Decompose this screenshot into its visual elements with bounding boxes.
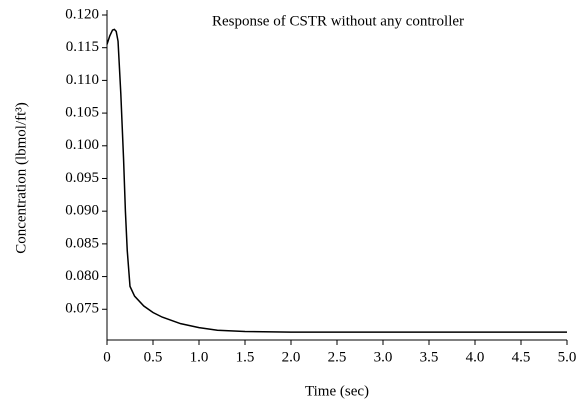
y-tick-label: 0.120 <box>65 6 99 22</box>
x-tick-label: 5.0 <box>558 349 577 365</box>
x-tick-label: 2.0 <box>282 349 301 365</box>
x-tick-label: 0.5 <box>144 349 163 365</box>
x-tick-label: 1.5 <box>236 349 255 365</box>
data-line <box>106 28 567 333</box>
y-tick-label: 0.100 <box>65 137 99 153</box>
x-tick-label: 3.5 <box>420 349 439 365</box>
y-tick-label: 0.110 <box>66 72 99 88</box>
x-tick-label: 4.5 <box>512 349 531 365</box>
y-tick-label: 0.085 <box>65 235 99 251</box>
x-axis-label: Time (sec) <box>305 383 369 399</box>
x-tick-label: 2.5 <box>328 349 347 365</box>
x-tick-label: 4.0 <box>466 349 485 365</box>
y-tick-label: 0.080 <box>65 268 99 284</box>
chart-title: Response of CSTR without any controller <box>212 13 464 29</box>
y-axis-label: Concentration (lbmol/ft³) <box>13 102 29 254</box>
x-tick-label: 0 <box>103 349 111 365</box>
y-tick-label: 0.115 <box>66 39 99 55</box>
y-tick-label: 0.095 <box>65 170 99 186</box>
x-tick-label: 3.0 <box>374 349 393 365</box>
x-tick-label: 1.0 <box>190 349 209 365</box>
y-tick-label: 0.105 <box>65 105 99 121</box>
y-tick-label: 0.090 <box>65 203 99 219</box>
y-tick-label: 0.075 <box>65 301 99 317</box>
